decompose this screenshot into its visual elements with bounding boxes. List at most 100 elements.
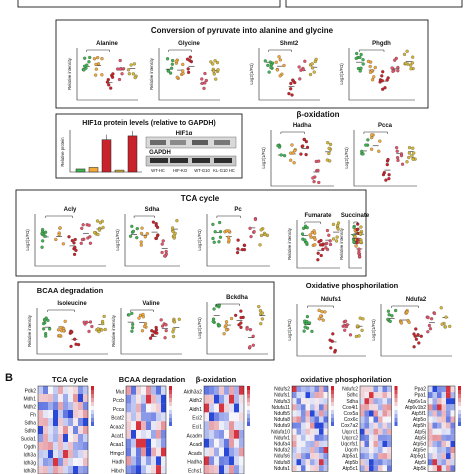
- heatmap-cell: [38, 386, 43, 394]
- data-point: [319, 314, 323, 318]
- heatmap-cell: [310, 434, 315, 441]
- heatmap-cell: [53, 386, 58, 394]
- heatmap-gene-label: Hadha: [187, 460, 202, 466]
- heatmap-cell: [292, 453, 297, 460]
- heatmap-cell: [53, 434, 58, 442]
- data-point: [98, 221, 103, 225]
- heatmap-cell: [378, 434, 383, 441]
- data-point: [354, 56, 358, 61]
- data-point: [161, 239, 165, 243]
- data-point: [278, 74, 282, 78]
- heatmap-cell: [68, 402, 73, 410]
- heatmap-cell: [432, 440, 437, 447]
- heatmap-cell: [73, 410, 78, 418]
- data-point: [410, 154, 414, 158]
- heatmap-gene-label: Ndufb5: [274, 411, 290, 417]
- data-point: [359, 240, 363, 244]
- heatmap-cell: [214, 386, 219, 395]
- data-point: [128, 234, 133, 238]
- heatmap-scale-step: [247, 398, 250, 402]
- heatmap-cell: [296, 404, 301, 411]
- heatmap-scale-step: [458, 386, 461, 390]
- data-point: [127, 313, 131, 317]
- data-point: [88, 235, 92, 239]
- heatmap-cell: [204, 430, 209, 439]
- heatmap-cell: [382, 386, 387, 393]
- heatmap-gene-label: Idh3a: [23, 453, 36, 459]
- heatmap-cell: [239, 394, 244, 404]
- data-point: [258, 243, 262, 247]
- heatmap-cell: [141, 394, 146, 404]
- data-point: [166, 69, 171, 73]
- plot-ylabel: Relative intensity: [27, 314, 32, 347]
- data-point: [394, 146, 399, 150]
- heatmap-cell: [446, 416, 451, 423]
- plot-title: Pc: [234, 207, 242, 213]
- heatmap-cell: [378, 410, 383, 417]
- heatmap-cell: [319, 392, 324, 399]
- heatmap-scale-step: [458, 398, 461, 402]
- heatmap-cell: [292, 440, 297, 447]
- heatmap-scale-step: [91, 386, 94, 390]
- heatmap-cell: [126, 403, 131, 413]
- data-point: [155, 234, 160, 238]
- data-point: [172, 234, 176, 238]
- heatmap-cell: [446, 404, 451, 411]
- data-point: [69, 330, 74, 334]
- data-point: [61, 242, 65, 246]
- plot-shmt2: Shmt2 Log2(1/FΩ): [249, 41, 320, 101]
- heatmap-cell: [292, 392, 297, 399]
- heatmap-gene-label: Acadm: [186, 433, 202, 439]
- data-point: [428, 327, 433, 331]
- data-point: [355, 51, 359, 56]
- heatmap-scale-step: [91, 402, 94, 406]
- data-point: [417, 341, 421, 345]
- data-point: [303, 59, 307, 63]
- hif-ylabel: Relative protein: [60, 137, 65, 167]
- heatmap-scale-step: [91, 410, 94, 414]
- heatmap-cell: [43, 386, 48, 394]
- data-point: [175, 219, 179, 223]
- hif-blot: HIF1α GAPDH WT-HC HIF-KO WT-G10 KL-G10 HC: [145, 131, 237, 173]
- heatmap-scale-step: [394, 402, 398, 406]
- data-point: [46, 318, 50, 323]
- data-point: [150, 333, 155, 337]
- heatmap-cell: [364, 447, 369, 454]
- data-point: [303, 325, 307, 329]
- heatmap-gene-label: Sdha: [24, 421, 36, 427]
- heatmap-scale-step: [247, 418, 250, 422]
- heatmap-cell: [48, 466, 53, 474]
- heatmap-cell: [446, 434, 451, 441]
- heatmap-cell: [73, 386, 78, 394]
- data-point: [304, 322, 309, 326]
- heatmap-cell: [126, 394, 131, 404]
- data-point: [216, 68, 220, 72]
- heatmap-cell: [301, 398, 306, 405]
- heatmap-cell: [450, 398, 455, 405]
- heatmap-cell: [310, 447, 315, 454]
- heatmap-cell: [63, 458, 68, 466]
- data-point: [43, 234, 47, 238]
- data-point: [279, 153, 283, 157]
- heatmap-cell: [234, 430, 239, 439]
- heatmap-cell: [387, 422, 392, 429]
- heatmap-cell: [43, 466, 48, 474]
- data-point: [407, 145, 412, 150]
- heatmap-scale-step: [394, 398, 398, 402]
- heatmap-cell: [323, 410, 328, 417]
- heatmap-cell: [437, 428, 442, 435]
- plot-axes: [206, 214, 270, 267]
- heatmap-cell: [437, 465, 442, 472]
- data-point: [404, 61, 408, 66]
- heatmap-scale-step: [394, 390, 398, 394]
- data-point: [154, 328, 159, 332]
- heatmap-cell: [48, 450, 53, 458]
- data-point: [121, 67, 126, 71]
- heatmap-cell: [310, 453, 315, 460]
- heatmap-gene-label: Ndufa1: [274, 466, 290, 472]
- plot-acly: Acly Log2(1/FΩ): [25, 207, 106, 267]
- heatmap-cell: [441, 422, 446, 429]
- data-point: [131, 72, 136, 76]
- data-point: [331, 222, 336, 226]
- heatmap-gene-label: Uqcrh: [345, 448, 359, 454]
